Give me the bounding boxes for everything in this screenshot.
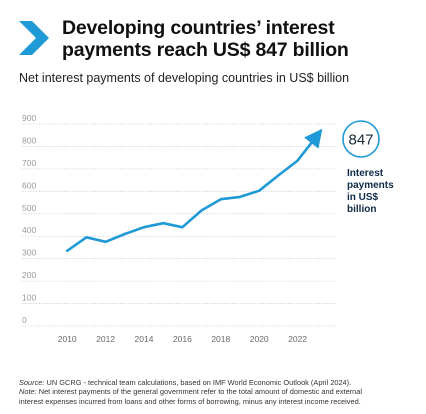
y-tick-500: 500 (22, 203, 36, 213)
y-tick-700: 700 (22, 158, 36, 168)
y-tick-100: 100 (22, 293, 36, 303)
grid (22, 123, 336, 327)
callout-label-line-2: payments (347, 180, 394, 191)
chart-subtitle: Net interest payments of developing coun… (19, 71, 350, 85)
x-tick-2010: 2010 (58, 334, 77, 344)
y-tick-300: 300 (22, 248, 36, 258)
y-tick-200: 200 (22, 270, 36, 280)
chevron-right-icon (19, 21, 49, 55)
y-tick-0: 0 (22, 315, 27, 325)
x-tick-2012: 2012 (96, 334, 115, 344)
y-axis-ticks: 0 100 200 300 400 500 600 700 800 900 (22, 113, 36, 325)
title-line-1: Developing countries’ interest (62, 17, 335, 39)
note-text-1: Net interest payments of the general gov… (36, 387, 363, 397)
x-tick-2016: 2016 (173, 334, 192, 344)
source-label: Source: (19, 378, 45, 387)
callout-label-line-3: in US$ (347, 192, 379, 203)
x-tick-2020: 2020 (250, 334, 269, 344)
y-tick-600: 600 (22, 180, 36, 190)
footnote-source-line: Source: UN GCRG - technical team calcula… (19, 378, 414, 387)
footnote-note-line-2: interest expenses incurred from loans an… (19, 396, 361, 406)
x-tick-2018: 2018 (211, 334, 230, 344)
x-axis-ticks: 2010 2012 2014 2016 2018 2020 2022 (58, 334, 308, 344)
footnote: Source: UN GCRG - technical team calcula… (19, 378, 414, 406)
note-label: Note: (19, 387, 37, 397)
x-tick-2014: 2014 (135, 334, 154, 344)
callout-value: 847 (348, 132, 373, 149)
y-tick-900: 900 (22, 113, 36, 123)
page-title: Developing countries’ interest payments … (62, 17, 412, 61)
callout-label-line-4: billion (347, 204, 376, 215)
title-line-2: payments reach US$ 847 billion (62, 39, 349, 61)
footnote-note-line-1: Note: Net interest payments of the gener… (19, 387, 414, 396)
callout-circle (342, 120, 380, 158)
x-tick-2022: 2022 (288, 334, 307, 344)
y-tick-400: 400 (22, 225, 36, 235)
callout: 847 Interest payments in US$ billion (342, 120, 394, 215)
series-layer (65, 128, 323, 253)
source-text: UN GCRG - technical team calculations, b… (44, 378, 352, 387)
series-line-0 (65, 128, 323, 253)
callout-label-line-1: Interest (347, 168, 384, 179)
y-tick-800: 800 (22, 135, 36, 145)
